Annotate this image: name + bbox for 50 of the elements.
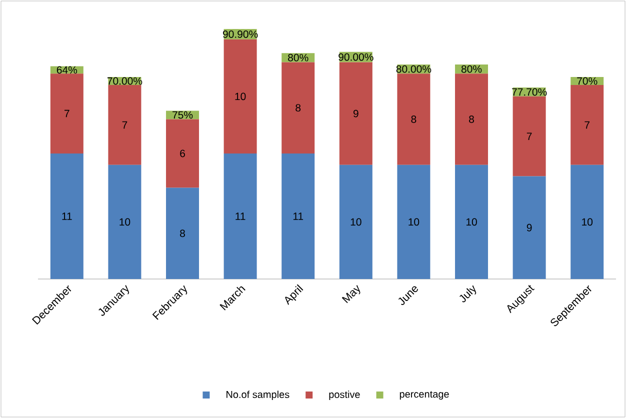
data-label: 11 xyxy=(62,212,72,220)
data-label: 6 xyxy=(180,150,185,158)
bar xyxy=(108,164,142,279)
data-label: 64% xyxy=(56,66,78,74)
data-label: 7 xyxy=(122,121,128,129)
bar xyxy=(166,188,200,279)
bar xyxy=(166,119,200,188)
bar xyxy=(282,153,315,279)
bar xyxy=(397,164,430,279)
data-label: 11 xyxy=(293,212,304,220)
data-label: 75% xyxy=(172,111,193,119)
legend-label: postive xyxy=(329,390,360,400)
bar xyxy=(224,39,257,154)
data-label: 8 xyxy=(296,104,301,112)
bar xyxy=(455,164,488,279)
x-tick-label: May xyxy=(342,285,360,304)
data-label: 11 xyxy=(236,212,246,220)
data-label: 8 xyxy=(469,116,474,123)
data-label: 70% xyxy=(577,77,598,85)
data-label: 80% xyxy=(461,65,482,73)
data-label: 10 xyxy=(408,218,420,226)
data-label: 10 xyxy=(235,92,246,100)
data-label: 7 xyxy=(584,121,590,129)
legend-label: No.of samples xyxy=(226,390,290,400)
legend-label: percentage xyxy=(400,391,449,400)
bar xyxy=(570,85,604,165)
bar xyxy=(108,85,142,165)
data-label: 9 xyxy=(526,224,532,232)
data-label: 7 xyxy=(64,110,70,118)
bar xyxy=(224,153,257,279)
data-label: 10 xyxy=(120,218,130,226)
bar xyxy=(282,62,315,154)
data-label: 10 xyxy=(582,218,593,226)
data-label: 8 xyxy=(180,230,185,238)
bar xyxy=(50,74,84,154)
data-label: 8 xyxy=(411,116,416,123)
bar xyxy=(397,74,430,165)
data-label: 9 xyxy=(353,110,358,118)
data-label: 80% xyxy=(288,54,308,62)
data-label: 7 xyxy=(526,132,532,140)
data-label: 10 xyxy=(350,218,362,226)
bar xyxy=(339,62,372,165)
bar xyxy=(512,96,546,176)
bar xyxy=(570,164,604,279)
bar xyxy=(50,153,84,279)
x-tick-label: July xyxy=(460,285,476,302)
bar xyxy=(512,176,546,279)
data-label: 10 xyxy=(466,218,477,226)
bar xyxy=(455,74,488,165)
bar xyxy=(339,164,372,279)
